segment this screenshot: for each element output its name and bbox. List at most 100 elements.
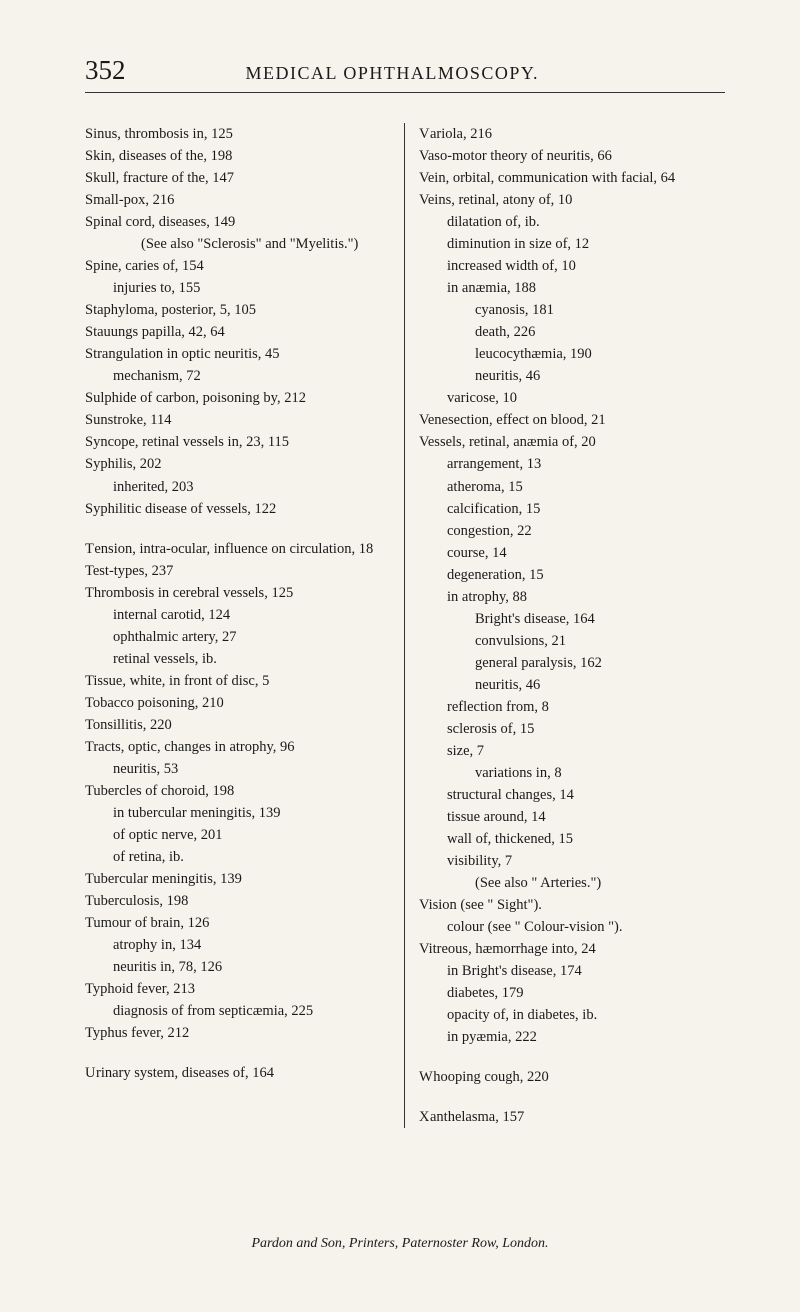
index-entry: Spine, caries of, 154 xyxy=(85,255,392,277)
index-entry: Tracts, optic, changes in atrophy, 96 xyxy=(85,736,392,758)
index-entry: Syphilis, 202 xyxy=(85,453,392,475)
index-entry: injuries to, 155 xyxy=(85,277,392,299)
index-entry: ophthalmic artery, 27 xyxy=(85,626,392,648)
index-entry: Tissue, white, in front of disc, 5 xyxy=(85,670,392,692)
entry-text: ariola, 216 xyxy=(430,126,492,142)
page-title: MEDICAL OPHTHALMOSCOPY. xyxy=(246,63,540,84)
index-entry: neuritis, 46 xyxy=(419,365,725,387)
page-header: 352 MEDICAL OPHTHALMOSCOPY. xyxy=(85,55,725,93)
index-entry: size, 7 xyxy=(419,740,725,762)
index-entry: Tobacco poisoning, 210 xyxy=(85,692,392,714)
index-entry: Sunstroke, 114 xyxy=(85,409,392,431)
section-initial: V xyxy=(419,126,430,142)
index-entry: Syncope, retinal vessels in, 23, 115 xyxy=(85,431,392,453)
index-entry: Test-types, 237 xyxy=(85,560,392,582)
index-entry: in Bright's disease, 174 xyxy=(419,960,725,982)
index-entry: Skin, diseases of the, 198 xyxy=(85,145,392,167)
section-initial: X xyxy=(419,1109,430,1125)
index-entry: Sinus, thrombosis in, 125 xyxy=(85,123,392,145)
index-entry: Tonsillitis, 220 xyxy=(85,714,392,736)
index-entry: Variola, 216 xyxy=(419,123,725,145)
index-entry: Skull, fracture of the, 147 xyxy=(85,167,392,189)
index-entry: Small-pox, 216 xyxy=(85,189,392,211)
index-entry: Stauungs papilla, 42, 64 xyxy=(85,321,392,343)
index-entry: Sulphide of carbon, poisoning by, 212 xyxy=(85,387,392,409)
entry-text: hooping cough, 220 xyxy=(433,1069,549,1085)
index-columns: Sinus, thrombosis in, 125Skin, diseases … xyxy=(85,123,725,1128)
index-entry: Veins, retinal, atony of, 10 xyxy=(419,189,725,211)
index-entry: diabetes, 179 xyxy=(419,982,725,1004)
right-column: Variola, 216Vaso-motor theory of neuriti… xyxy=(405,123,725,1128)
index-entry: general paralysis, 162 xyxy=(419,652,725,674)
index-entry: mechanism, 72 xyxy=(85,365,392,387)
index-entry: tissue around, 14 xyxy=(419,806,725,828)
index-entry: colour (see " Colour-vision "). xyxy=(419,916,725,938)
index-entry: Typhoid fever, 213 xyxy=(85,978,392,1000)
index-entry: convulsions, 21 xyxy=(419,630,725,652)
index-entry: Urinary system, diseases of, 164 xyxy=(85,1062,392,1084)
index-entry: Vein, orbital, communication with facial… xyxy=(419,167,725,189)
index-entry: structural changes, 14 xyxy=(419,784,725,806)
index-entry: wall of, thickened, 15 xyxy=(419,828,725,850)
index-entry: arrangement, 13 xyxy=(419,453,725,475)
index-entry: course, 14 xyxy=(419,542,725,564)
index-entry: Spinal cord, diseases, 149 xyxy=(85,211,392,233)
index-entry: neuritis, 46 xyxy=(419,674,725,696)
index-entry: neuritis in, 78, 126 xyxy=(85,956,392,978)
left-column: Sinus, thrombosis in, 125Skin, diseases … xyxy=(85,123,405,1128)
index-entry: internal carotid, 124 xyxy=(85,604,392,626)
index-entry: in atrophy, 88 xyxy=(419,586,725,608)
index-entry: inherited, 203 xyxy=(85,476,392,498)
index-entry: dilatation of, ib. xyxy=(419,211,725,233)
index-entry: opacity of, in diabetes, ib. xyxy=(419,1004,725,1026)
section-gap xyxy=(419,1088,725,1106)
section-initial: W xyxy=(419,1069,433,1085)
index-entry: (See also " Arteries.") xyxy=(419,872,725,894)
index-entry: Staphyloma, posterior, 5, 105 xyxy=(85,299,392,321)
section-gap xyxy=(85,1044,392,1062)
index-entry: degeneration, 15 xyxy=(419,564,725,586)
index-entry: in pyæmia, 222 xyxy=(419,1026,725,1048)
index-entry: Tubercular meningitis, 139 xyxy=(85,868,392,890)
index-entry: Venesection, effect on blood, 21 xyxy=(419,409,725,431)
index-entry: Tuberculosis, 198 xyxy=(85,890,392,912)
section-gap xyxy=(419,1048,725,1066)
index-entry: reflection from, 8 xyxy=(419,696,725,718)
index-entry: increased width of, 10 xyxy=(419,255,725,277)
index-entry: Thrombosis in cerebral vessels, 125 xyxy=(85,582,392,604)
index-entry: in tubercular meningitis, 139 xyxy=(85,802,392,824)
index-entry: Whooping cough, 220 xyxy=(419,1066,725,1088)
index-entry: atheroma, 15 xyxy=(419,476,725,498)
index-entry: Tumour of brain, 126 xyxy=(85,912,392,934)
index-entry: of optic nerve, 201 xyxy=(85,824,392,846)
index-entry: sclerosis of, 15 xyxy=(419,718,725,740)
index-entry: atrophy in, 134 xyxy=(85,934,392,956)
index-entry: cyanosis, 181 xyxy=(419,299,725,321)
entry-text: anthelasma, 157 xyxy=(430,1109,524,1125)
section-initial: U xyxy=(85,1065,96,1081)
index-entry: in anæmia, 188 xyxy=(419,277,725,299)
entry-text: ension, intra-ocular, influence on circu… xyxy=(94,541,373,557)
section-initial: T xyxy=(85,541,94,557)
index-entry: Vessels, retinal, anæmia of, 20 xyxy=(419,431,725,453)
index-entry: visibility, 7 xyxy=(419,850,725,872)
index-entry: death, 226 xyxy=(419,321,725,343)
index-entry: diagnosis of from septicæmia, 225 xyxy=(85,1000,392,1022)
index-entry: (See also "Sclerosis" and "Myelitis.") xyxy=(85,233,392,255)
index-entry: variations in, 8 xyxy=(419,762,725,784)
index-entry: Syphilitic disease of vessels, 122 xyxy=(85,498,392,520)
page-number: 352 xyxy=(85,55,126,86)
index-entry: Vision (see " Sight"). xyxy=(419,894,725,916)
section-gap xyxy=(85,520,392,538)
index-entry: Tubercles of choroid, 198 xyxy=(85,780,392,802)
index-entry: Xanthelasma, 157 xyxy=(419,1106,725,1128)
index-entry: retinal vessels, ib. xyxy=(85,648,392,670)
index-entry: of retina, ib. xyxy=(85,846,392,868)
index-entry: Bright's disease, 164 xyxy=(419,608,725,630)
index-entry: Vitreous, hæmorrhage into, 24 xyxy=(419,938,725,960)
index-entry: calcification, 15 xyxy=(419,498,725,520)
index-entry: varicose, 10 xyxy=(419,387,725,409)
index-entry: Strangulation in optic neuritis, 45 xyxy=(85,343,392,365)
index-entry: Typhus fever, 212 xyxy=(85,1022,392,1044)
index-entry: congestion, 22 xyxy=(419,520,725,542)
